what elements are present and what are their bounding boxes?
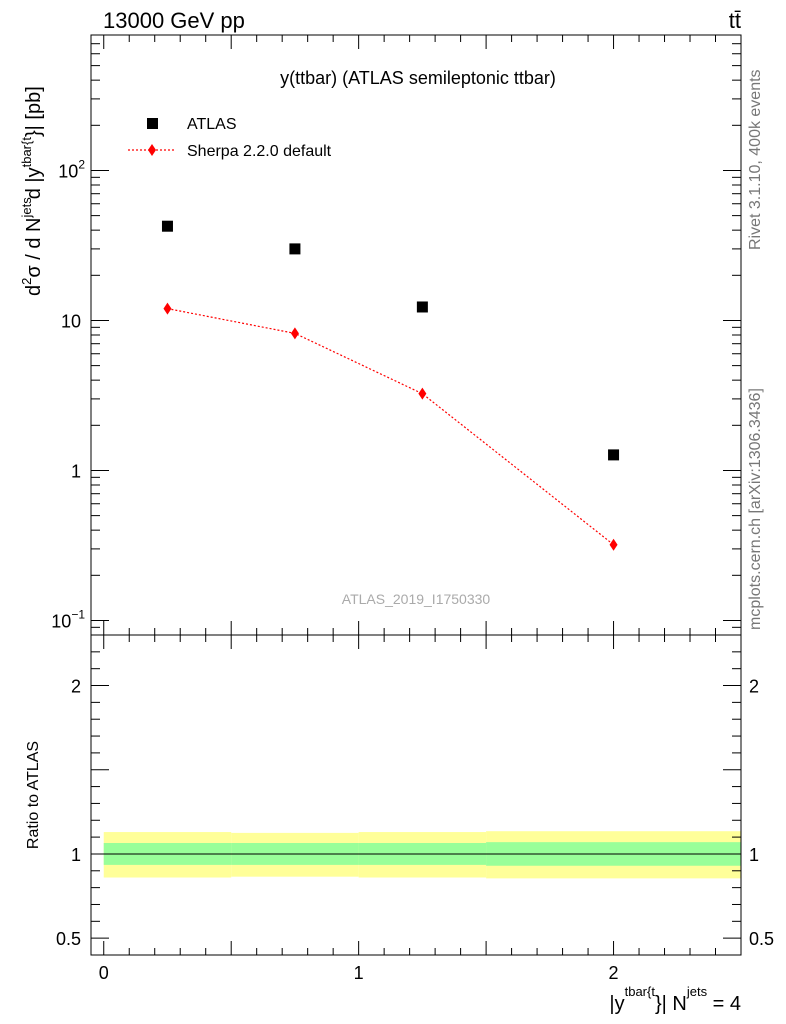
main-y-tick-label: 1 (71, 461, 81, 481)
sherpa-point (418, 387, 427, 400)
atlas-point (416, 301, 428, 313)
legend-sherpa-label: Sherpa 2.2.0 default (187, 143, 332, 160)
header-left: 13000 GeV pp (103, 8, 245, 33)
sherpa-point (609, 538, 618, 551)
header-right: tt̄ (729, 8, 741, 33)
mcplots-label: mcplots.cern.ch [arXiv:1306.3436] (747, 388, 764, 630)
atlas-point (289, 243, 301, 255)
ratio-y-tick-label-right: 1 (749, 845, 759, 865)
main-y-tick-labels: 10−1 1 10 102 (51, 157, 85, 631)
main-y-tick-label: 102 (58, 157, 85, 181)
legend-sherpa-marker (148, 144, 156, 156)
atlas-point (608, 449, 620, 461)
ratio-y-tick-label-right: 2 (749, 677, 759, 697)
atlas-point (161, 220, 173, 232)
ratio-frame (90, 634, 742, 956)
x-tick-label: 0 (99, 963, 109, 983)
ratio-y-axis-label: Ratio to ATLAS (25, 741, 42, 849)
x-tick-label: 1 (354, 963, 364, 983)
legend-atlas-label: ATLAS (187, 116, 237, 133)
x-tick-label: 2 (609, 963, 619, 983)
sherpa-line (167, 307, 614, 546)
rivet-label: Rivet 3.1.10, 400k events (747, 69, 764, 250)
main-axis-ticks (91, 34, 742, 636)
main-panel: 10−1 1 10 102 y(ttbar) (ATLAS semileptonic … (19, 34, 742, 636)
main-y-tick-label: 10−1 (51, 607, 85, 631)
legend: ATLAS Sherpa 2.2.0 default (128, 116, 332, 160)
ratio-axis-ticks (90, 634, 742, 956)
ratio-y-tick-label-right: 0.5 (749, 929, 774, 949)
x-axis-label: |ytbar{t}| Njets = 4 (609, 984, 741, 1015)
main-series (161, 220, 620, 551)
main-y-axis-label: d2σ / d Njetsd |ytbar{t}| [pb] (19, 86, 45, 296)
sherpa-point (290, 327, 299, 340)
ratio-uncertainty-bands (103, 831, 741, 879)
legend-atlas-marker (147, 118, 158, 129)
ratio-panel: 0.5 0.5 1 1 2 2 0 1 2 Ratio to ATLAS |ytbar{t}| … (25, 634, 774, 1015)
analysis-watermark: ATLAS_2019_I1750330 (342, 591, 491, 607)
main-y-tick-label: 10 (61, 311, 81, 331)
sherpa-point (163, 302, 172, 315)
ratio-tick-labels: 0.5 0.5 1 1 2 2 0 1 2 (56, 677, 774, 983)
ratio-y-tick-label-left: 0.5 (56, 929, 81, 949)
ratio-y-tick-label-left: 2 (71, 677, 81, 697)
chart-title: y(ttbar) (ATLAS semileptonic ttbar) (280, 68, 556, 88)
ratio-y-tick-label-left: 1 (71, 845, 81, 865)
